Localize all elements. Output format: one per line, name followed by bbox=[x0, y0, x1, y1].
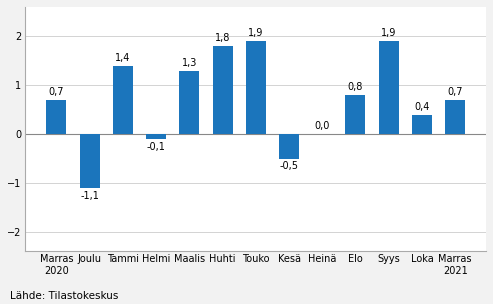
Text: Lähde: Tilastokeskus: Lähde: Tilastokeskus bbox=[10, 291, 118, 301]
Bar bbox=[212, 46, 233, 134]
Bar bbox=[46, 100, 67, 134]
Text: 1,4: 1,4 bbox=[115, 53, 131, 63]
Text: 1,3: 1,3 bbox=[181, 57, 197, 67]
Text: 1,9: 1,9 bbox=[248, 28, 263, 38]
Text: 0,7: 0,7 bbox=[448, 87, 463, 97]
Bar bbox=[412, 115, 432, 134]
Text: -1,1: -1,1 bbox=[80, 191, 99, 201]
Bar bbox=[346, 95, 365, 134]
Text: 0,8: 0,8 bbox=[348, 82, 363, 92]
Text: 0,4: 0,4 bbox=[414, 102, 429, 112]
Bar bbox=[113, 66, 133, 134]
Bar bbox=[445, 100, 465, 134]
Bar bbox=[279, 134, 299, 158]
Bar bbox=[80, 134, 100, 188]
Bar bbox=[379, 41, 399, 134]
Text: 0,0: 0,0 bbox=[315, 121, 330, 131]
Bar bbox=[146, 134, 166, 139]
Text: -0,1: -0,1 bbox=[146, 142, 166, 152]
Bar bbox=[179, 71, 199, 134]
Text: 1,8: 1,8 bbox=[215, 33, 230, 43]
Text: 1,9: 1,9 bbox=[381, 28, 396, 38]
Text: -0,5: -0,5 bbox=[280, 161, 298, 171]
Bar bbox=[246, 41, 266, 134]
Text: 0,7: 0,7 bbox=[49, 87, 64, 97]
